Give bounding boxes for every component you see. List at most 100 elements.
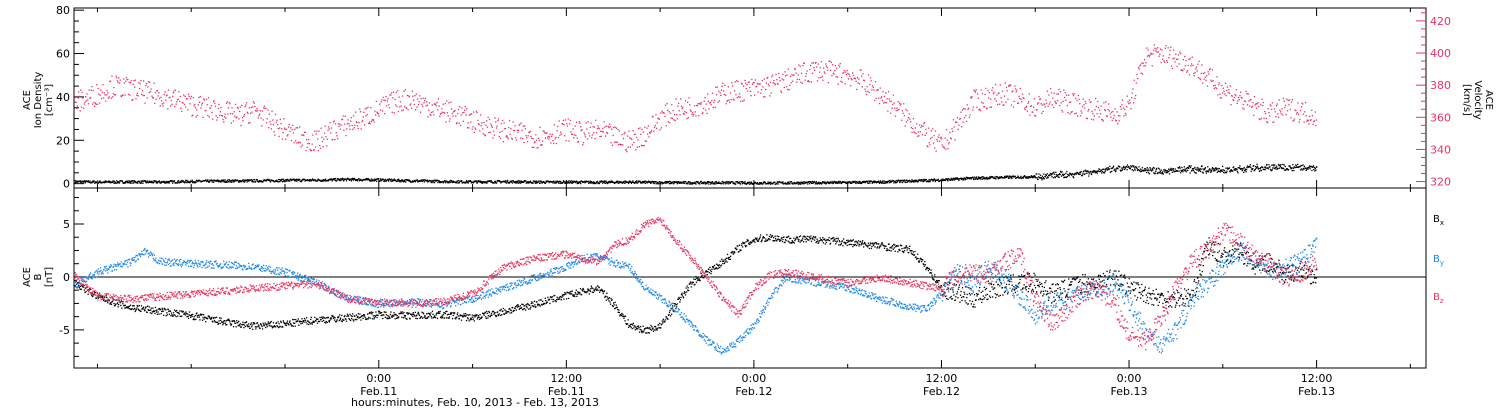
density-point — [951, 178, 953, 180]
velocity-point — [968, 116, 970, 118]
velocity-point — [1300, 106, 1302, 108]
density-point — [334, 178, 336, 180]
velocity-point — [992, 93, 995, 95]
density-point — [87, 180, 90, 182]
velocity-point — [1274, 111, 1276, 113]
density-point — [1024, 175, 1026, 177]
velocity-point — [1182, 70, 1184, 72]
density-point — [915, 180, 917, 182]
density-point — [121, 180, 124, 182]
Bx-point — [159, 308, 162, 311]
velocity-point — [401, 110, 403, 112]
Bx-point — [222, 321, 224, 323]
velocity-point — [1217, 84, 1220, 86]
velocity-point — [985, 107, 988, 110]
velocity-point — [818, 77, 820, 79]
density-point — [811, 182, 813, 184]
density-point — [115, 182, 117, 184]
density-point — [744, 181, 746, 183]
Bx-point — [164, 308, 166, 310]
velocity-point — [1197, 77, 1200, 79]
velocity-point — [772, 82, 774, 84]
velocity-point — [735, 93, 737, 96]
velocity-point — [115, 75, 117, 77]
velocity-point — [138, 81, 140, 84]
density-point — [1283, 168, 1285, 170]
density-point — [1241, 167, 1243, 170]
density-point — [166, 180, 168, 183]
velocity-point — [241, 104, 243, 106]
velocity-point — [1165, 45, 1167, 47]
density-point — [599, 180, 601, 183]
density-point — [284, 180, 287, 182]
velocity-point — [669, 122, 671, 124]
density-point — [1213, 168, 1215, 170]
velocity-point — [1246, 104, 1249, 106]
density-point — [246, 179, 248, 181]
Bx-point — [240, 326, 242, 328]
velocity-point — [156, 89, 159, 92]
density-point — [388, 180, 390, 182]
Bx-point — [228, 319, 231, 322]
velocity-point — [1041, 104, 1044, 106]
Bx-point — [76, 283, 78, 285]
density-point — [1060, 175, 1063, 177]
density-point — [140, 182, 142, 184]
velocity-point — [517, 131, 519, 133]
velocity-point — [311, 143, 313, 145]
velocity-point — [445, 121, 447, 123]
Bx-point — [187, 315, 189, 318]
density-point — [374, 179, 376, 182]
density-point — [226, 181, 228, 183]
velocity-point — [617, 128, 619, 131]
velocity-point — [493, 134, 495, 136]
velocity-point — [800, 81, 802, 83]
density-point — [432, 180, 435, 182]
velocity-point — [363, 124, 366, 126]
velocity-point — [420, 98, 422, 100]
velocity-point — [1179, 51, 1181, 53]
velocity-point — [399, 101, 402, 103]
velocity-point — [670, 117, 672, 119]
velocity-point — [357, 125, 359, 127]
density-point — [733, 183, 735, 185]
velocity-point — [1072, 95, 1075, 97]
density-point — [988, 178, 990, 180]
velocity-point — [668, 111, 670, 113]
velocity-point — [1293, 119, 1295, 122]
density-point — [247, 180, 249, 182]
velocity-point — [300, 146, 302, 148]
density-point — [804, 182, 806, 185]
Bx-point — [181, 315, 183, 317]
density-point — [1305, 167, 1307, 169]
velocity-point — [718, 90, 720, 92]
Bx-point — [192, 318, 194, 321]
velocity-point — [475, 110, 478, 112]
velocity-point — [1080, 110, 1082, 112]
velocity-point — [1101, 119, 1104, 121]
density-point — [743, 181, 745, 184]
density-point — [94, 182, 96, 184]
density-point — [480, 181, 482, 183]
velocity-point — [731, 85, 734, 87]
velocity-point — [1069, 113, 1071, 115]
velocity-point — [1108, 103, 1110, 105]
velocity-point — [1088, 108, 1090, 111]
density-point — [489, 180, 492, 182]
Bx-point — [260, 324, 263, 326]
velocity-point — [861, 86, 863, 88]
velocity-point — [390, 92, 393, 94]
velocity-point — [638, 128, 640, 130]
Bx-point — [101, 296, 103, 299]
density-point — [756, 183, 758, 185]
Bx-point — [148, 309, 150, 311]
density-point — [339, 178, 341, 180]
velocity-point — [299, 142, 301, 144]
velocity-point — [1088, 99, 1091, 101]
density-point — [608, 180, 611, 182]
density-point — [902, 180, 904, 182]
velocity-point — [174, 89, 177, 91]
density-point — [733, 182, 735, 184]
density-point — [507, 179, 509, 182]
density-point — [1054, 176, 1056, 178]
